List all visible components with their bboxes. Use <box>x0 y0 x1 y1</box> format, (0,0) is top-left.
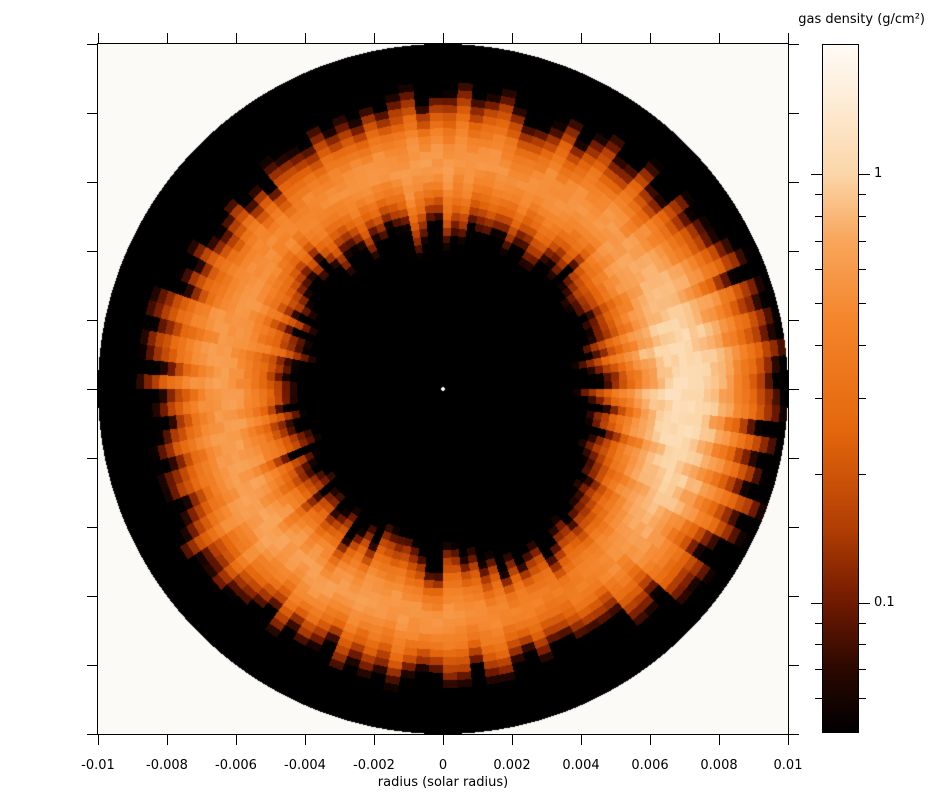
x-axis-tick-label: -0.006 <box>215 758 257 773</box>
colorbar-minor-tick <box>858 669 866 670</box>
x-axis-top-tick <box>443 33 444 44</box>
colorbar-minor-tick <box>815 216 823 217</box>
x-axis-tick-label: -0.008 <box>146 758 188 773</box>
x-axis-top-tick <box>305 33 306 44</box>
x-axis-tick-label: 0.006 <box>631 758 669 773</box>
y-axis-right-tick <box>788 458 799 459</box>
x-axis-tick-label: 0 <box>438 758 448 773</box>
y-axis-tick <box>87 389 98 390</box>
y-axis-right-tick <box>788 734 799 735</box>
y-axis-right-tick <box>788 527 799 528</box>
colorbar-minor-tick <box>858 303 866 304</box>
colorbar-minor-tick <box>815 241 823 242</box>
x-axis-top-tick <box>236 33 237 44</box>
colorbar-minor-tick <box>858 269 866 270</box>
colorbar-minor-tick <box>815 303 823 304</box>
x-axis-tick-label: 0.01 <box>773 758 803 773</box>
x-axis-tick-label: -0.002 <box>353 758 395 773</box>
y-axis-right-tick <box>788 665 799 666</box>
colorbar-minor-tick <box>815 194 823 195</box>
y-axis-tick <box>87 182 98 183</box>
colorbar-minor-tick <box>858 345 866 346</box>
x-axis-tick <box>98 734 99 745</box>
y-axis-right-tick <box>788 182 799 183</box>
y-axis-right-tick <box>788 320 799 321</box>
colorbar-major-tick <box>811 174 823 175</box>
x-axis-tick <box>443 734 444 745</box>
x-axis-tick-label: -0.004 <box>284 758 326 773</box>
colorbar-minor-tick <box>815 269 823 270</box>
x-axis-tick <box>650 734 651 745</box>
x-axis-tick <box>236 734 237 745</box>
colorbar-major-tick <box>858 174 870 175</box>
y-axis-tick <box>87 458 98 459</box>
x-axis-tick <box>581 734 582 745</box>
x-axis-top-tick <box>167 33 168 44</box>
x-axis-top-tick <box>788 33 789 44</box>
y-axis-right-tick <box>788 596 799 597</box>
x-axis-top-tick <box>581 33 582 44</box>
x-axis-top-tick <box>650 33 651 44</box>
colorbar-tick-label: 1 <box>874 166 883 181</box>
y-axis-tick <box>87 44 98 45</box>
x-axis-top-tick <box>98 33 99 44</box>
x-axis-tick-label: -0.01 <box>81 758 115 773</box>
y-axis-right-tick <box>788 251 799 252</box>
colorbar-minor-tick <box>858 194 866 195</box>
y-axis-right-tick <box>788 44 799 45</box>
polar-density-heatmap <box>98 44 788 734</box>
colorbar-minor-tick <box>815 644 823 645</box>
colorbar-minor-tick <box>815 698 823 699</box>
colorbar-minor-tick <box>858 623 866 624</box>
x-axis-title: radius (solar radius) <box>377 775 509 790</box>
x-axis-tick-label: 0.008 <box>700 758 738 773</box>
density-map-plot <box>98 44 788 734</box>
x-axis-tick-label: 0.002 <box>493 758 531 773</box>
y-axis-right-tick <box>788 113 799 114</box>
colorbar-minor-tick <box>815 345 823 346</box>
colorbar-minor-tick <box>858 698 866 699</box>
colorbar-major-tick <box>811 603 823 604</box>
colorbar-minor-tick <box>815 398 823 399</box>
y-axis-tick <box>87 320 98 321</box>
x-axis-top-tick <box>374 33 375 44</box>
x-axis-tick <box>305 734 306 745</box>
y-axis-tick <box>87 113 98 114</box>
x-axis-tick <box>719 734 720 745</box>
colorbar-tick-label: 0.1 <box>874 595 895 610</box>
colorbar-minor-tick <box>858 398 866 399</box>
y-axis-tick <box>87 251 98 252</box>
colorbar-major-tick <box>858 603 870 604</box>
x-axis-top-tick <box>512 33 513 44</box>
x-axis-top-tick <box>719 33 720 44</box>
colorbar-minor-tick <box>858 216 866 217</box>
colorbar-minor-tick <box>858 644 866 645</box>
x-axis-tick <box>788 734 789 745</box>
colorbar-minor-tick <box>858 474 866 475</box>
x-axis-tick <box>512 734 513 745</box>
y-axis-tick <box>87 527 98 528</box>
y-axis-tick <box>87 596 98 597</box>
x-axis-tick <box>167 734 168 745</box>
colorbar-minor-tick <box>815 623 823 624</box>
colorbar-title: gas density (g/cm²) <box>798 12 925 27</box>
colorbar-gradient <box>823 45 858 732</box>
y-axis-right-tick <box>788 389 799 390</box>
colorbar <box>823 45 858 732</box>
y-axis-tick <box>87 734 98 735</box>
colorbar-minor-tick <box>858 241 866 242</box>
y-axis-tick <box>87 665 98 666</box>
x-axis-tick-label: 0.004 <box>562 758 600 773</box>
x-axis-tick <box>374 734 375 745</box>
colorbar-minor-tick <box>815 474 823 475</box>
colorbar-minor-tick <box>815 669 823 670</box>
